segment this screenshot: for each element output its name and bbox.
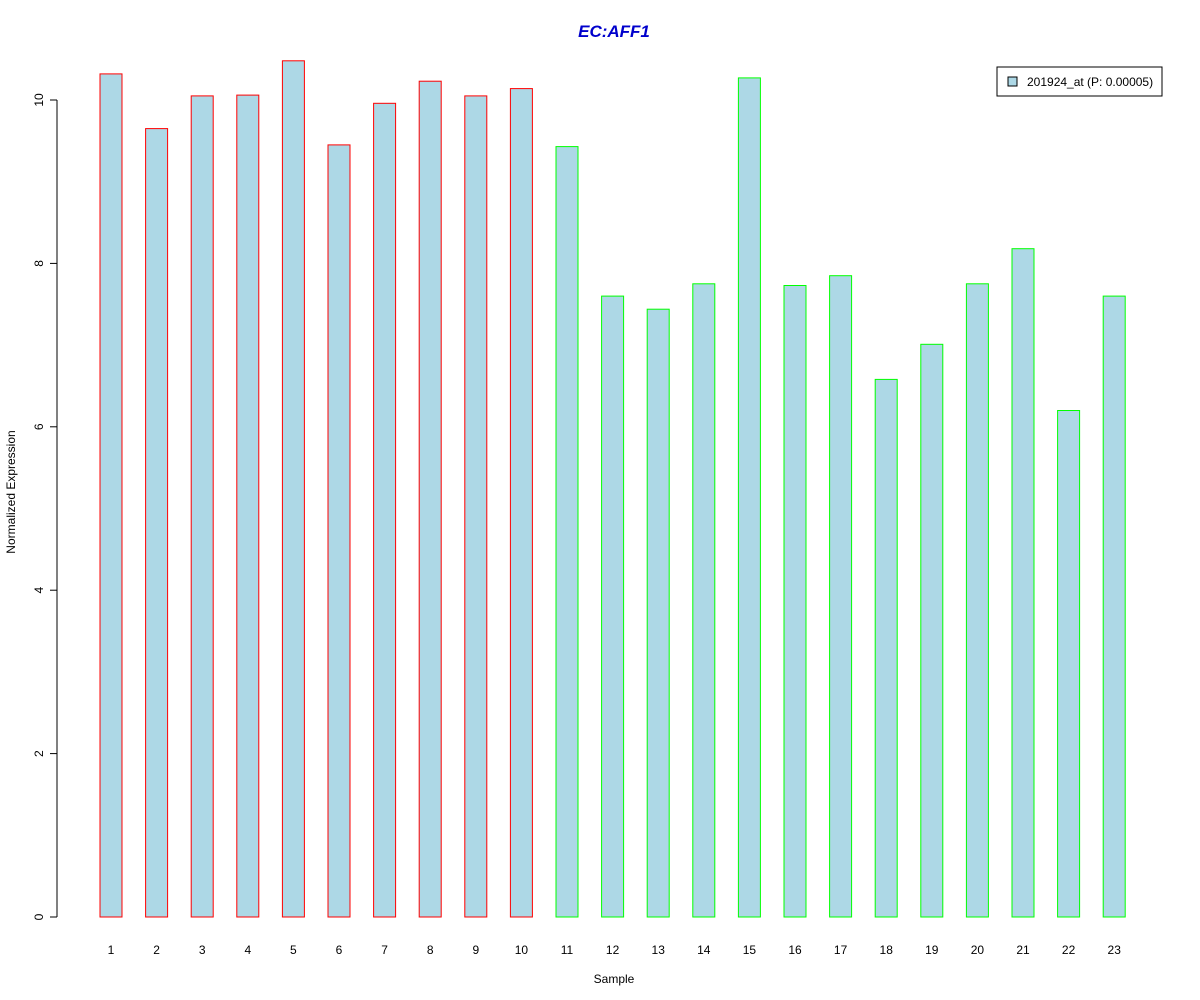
bar-sample-14 bbox=[692, 283, 716, 918]
bars bbox=[99, 60, 1126, 918]
x-tick-label: 16 bbox=[788, 943, 802, 957]
bar-sample-23 bbox=[1102, 295, 1126, 918]
legend-label: 201924_at (P: 0.00005) bbox=[1027, 75, 1153, 89]
bar-sample-6 bbox=[327, 144, 351, 918]
x-tick-label: 5 bbox=[290, 943, 297, 957]
y-axis: 0 2 4 6 8 10 bbox=[32, 93, 58, 920]
bar-sample-16 bbox=[783, 285, 807, 918]
bar-sample-17 bbox=[829, 275, 853, 918]
x-tick-label: 11 bbox=[561, 943, 574, 957]
legend: 201924_at (P: 0.00005) bbox=[996, 66, 1163, 97]
x-axis: 1 2 3 4 5 6 7 8 9 10 11 12 13 14 15 16 17 18 19 20 21 22 23 bbox=[108, 943, 1122, 957]
x-tick-label: 2 bbox=[153, 943, 160, 957]
x-tick-label: 8 bbox=[427, 943, 434, 957]
x-tick-label: 1 bbox=[108, 943, 115, 957]
x-tick-label: 18 bbox=[880, 943, 894, 957]
bar-sample-10 bbox=[509, 88, 533, 918]
x-tick-label: 14 bbox=[697, 943, 711, 957]
y-tick-label: 4 bbox=[32, 587, 46, 594]
x-tick-label: 13 bbox=[652, 943, 666, 957]
bar-sample-15 bbox=[737, 77, 761, 918]
bar-sample-22 bbox=[1057, 410, 1081, 918]
y-tick-label: 2 bbox=[32, 750, 46, 757]
x-tick-label: 4 bbox=[244, 943, 251, 957]
legend-box bbox=[996, 66, 1163, 97]
bar-sample-1 bbox=[99, 73, 123, 918]
x-tick-label: 7 bbox=[381, 943, 388, 957]
x-tick-label: 21 bbox=[1016, 943, 1030, 957]
x-tick-label: 15 bbox=[743, 943, 757, 957]
x-tick-label: 9 bbox=[472, 943, 479, 957]
x-tick-label: 20 bbox=[971, 943, 985, 957]
bar-sample-18 bbox=[874, 378, 898, 918]
chart-title: EC:AFF1 bbox=[578, 22, 650, 41]
x-tick-label: 17 bbox=[834, 943, 848, 957]
bar-sample-12 bbox=[601, 295, 625, 918]
x-tick-label: 12 bbox=[606, 943, 620, 957]
bar-sample-13 bbox=[646, 308, 670, 918]
bar-sample-8 bbox=[418, 80, 442, 918]
y-tick-label: 0 bbox=[32, 913, 46, 920]
x-tick-label: 23 bbox=[1108, 943, 1122, 957]
bar-sample-21 bbox=[1011, 248, 1035, 918]
x-tick-label: 6 bbox=[336, 943, 343, 957]
y-tick-label: 6 bbox=[32, 423, 46, 430]
bar-sample-9 bbox=[464, 95, 488, 918]
x-tick-label: 22 bbox=[1062, 943, 1076, 957]
bar-sample-7 bbox=[373, 102, 397, 918]
bar-sample-3 bbox=[190, 95, 214, 918]
x-tick-label: 10 bbox=[515, 943, 529, 957]
y-tick-label: 10 bbox=[32, 93, 46, 107]
x-axis-label: Sample bbox=[594, 972, 635, 986]
y-axis-label: Normalized Expression bbox=[4, 430, 18, 553]
bar-sample-20 bbox=[965, 283, 989, 918]
x-tick-label: 3 bbox=[199, 943, 206, 957]
legend-swatch bbox=[1007, 76, 1018, 87]
bar-sample-2 bbox=[145, 128, 169, 918]
bar-sample-4 bbox=[236, 94, 260, 918]
bar-sample-5 bbox=[281, 60, 305, 918]
bar-sample-19 bbox=[920, 343, 944, 918]
bar-sample-11 bbox=[555, 146, 579, 918]
y-tick-label: 8 bbox=[32, 260, 46, 267]
x-tick-label: 19 bbox=[925, 943, 939, 957]
